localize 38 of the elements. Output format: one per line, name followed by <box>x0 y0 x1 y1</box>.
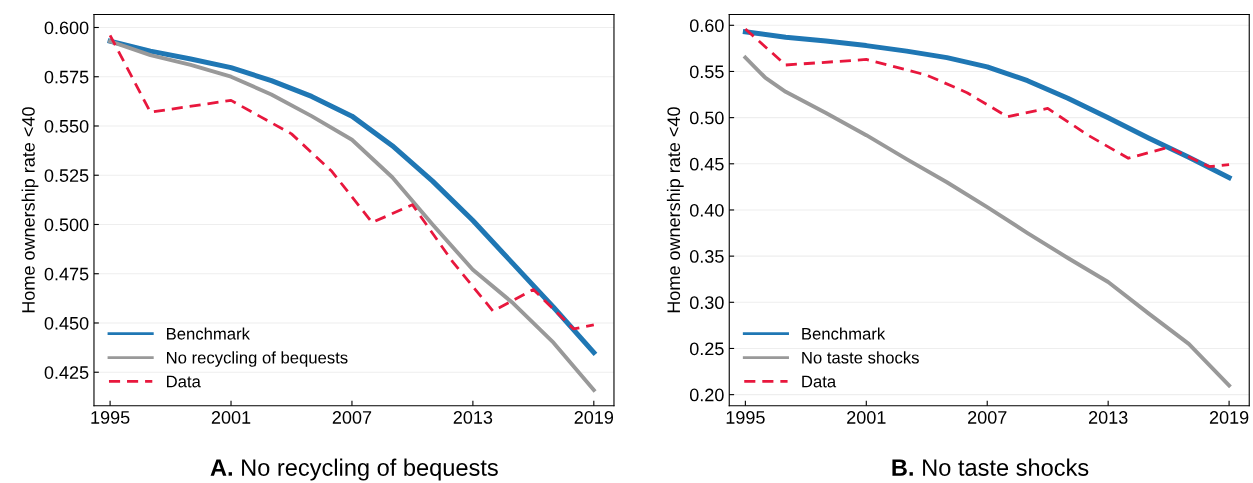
legend-label: Benchmark <box>802 327 886 340</box>
x-tick-label: 2007 <box>968 411 1007 424</box>
text: A. No recycling of bequests <box>210 458 498 481</box>
y-tick-label: 0.25 <box>689 342 724 356</box>
x-tick-label: 2019 <box>1209 411 1249 424</box>
y-tick-label: 0.575 <box>44 70 89 84</box>
y-tick-label: 0.40 <box>689 203 724 217</box>
y-tick-label: 0.425 <box>44 366 89 379</box>
x-tick-label: 2013 <box>1088 411 1128 424</box>
y-tick-label: 0.550 <box>44 119 89 133</box>
legend-label: Data <box>802 375 837 388</box>
x-tick-label: 2007 <box>332 411 372 424</box>
legend-label: No taste shocks <box>802 351 919 364</box>
y-tick-label: 0.30 <box>689 296 724 310</box>
legend-label: No recycling of bequests <box>167 351 348 367</box>
legend-label: Data <box>167 375 201 388</box>
x-tick-label: 2013 <box>453 411 493 424</box>
y-tick-label: 0.60 <box>689 19 724 33</box>
y-tick-label: 0.450 <box>44 316 89 330</box>
y-tick-label: 0.45 <box>689 157 724 171</box>
y-tick-label: 0.50 <box>689 111 724 125</box>
x-tick-label: 1995 <box>91 411 130 424</box>
y-axis-title: Home ownership rate <40 <box>666 107 684 313</box>
text: B. No taste shocks <box>892 458 1089 476</box>
y-tick-label: 0.500 <box>44 218 89 232</box>
y-tick-label: 0.475 <box>44 267 89 281</box>
x-tick-label: 1995 <box>726 411 765 424</box>
x-tick-label: 2001 <box>847 411 886 424</box>
x-tick-label: 2019 <box>574 411 614 424</box>
y-tick-label: 0.35 <box>689 250 724 263</box>
x-tick-label: 2001 <box>211 411 251 424</box>
y-tick-label: 0.600 <box>44 21 89 35</box>
line-series <box>743 55 1232 388</box>
y-tick-label: 0.55 <box>689 65 724 79</box>
y-axis-title: Home ownership rate <40 <box>21 107 39 313</box>
y-tick-label: 0.525 <box>44 169 89 182</box>
y-tick-label: 0.20 <box>689 388 724 402</box>
legend-label: Benchmark <box>167 327 250 340</box>
